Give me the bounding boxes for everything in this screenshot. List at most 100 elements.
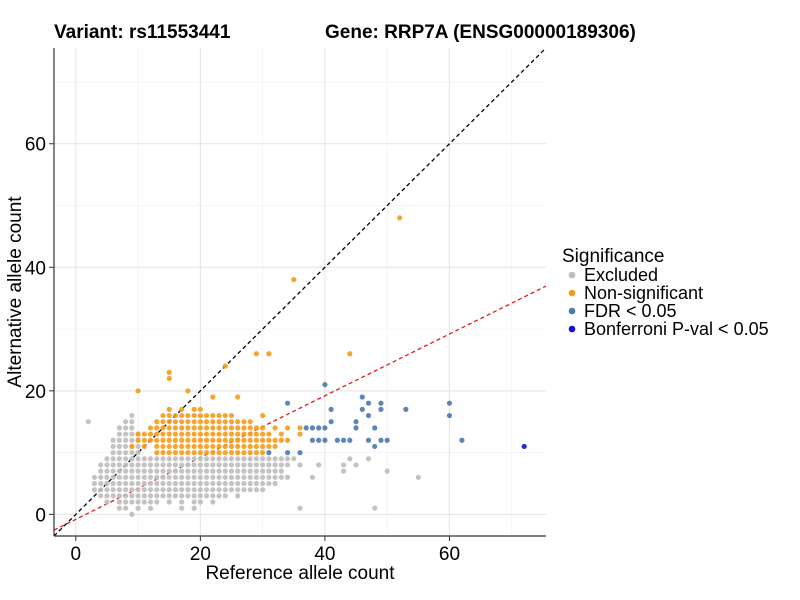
data-point xyxy=(154,468,160,474)
data-point xyxy=(172,480,179,487)
data-point xyxy=(104,480,110,487)
data-point xyxy=(116,480,122,487)
data-point xyxy=(129,425,135,431)
legend-key xyxy=(568,271,576,279)
data-point xyxy=(297,425,303,431)
data-point xyxy=(197,480,203,487)
series-bonferroni-p-val-0-05 xyxy=(521,443,527,450)
x-tick-label: 0 xyxy=(71,544,82,565)
data-point xyxy=(110,462,116,468)
data-point xyxy=(185,419,191,425)
data-point xyxy=(154,480,160,487)
data-point xyxy=(340,468,347,474)
data-point xyxy=(216,468,222,474)
data-point xyxy=(166,412,172,419)
data-point xyxy=(260,425,266,431)
data-point xyxy=(278,437,284,443)
data-point xyxy=(353,425,359,431)
data-point xyxy=(135,437,141,443)
data-point xyxy=(203,443,210,450)
data-point xyxy=(210,419,216,425)
data-point xyxy=(154,474,160,480)
data-point xyxy=(129,499,135,505)
data-point xyxy=(284,474,291,480)
data-point xyxy=(210,450,216,456)
data-point xyxy=(228,412,235,419)
data-point xyxy=(85,419,91,425)
data-point xyxy=(297,431,303,437)
data-point xyxy=(203,493,210,499)
data-point xyxy=(235,474,241,480)
data-point xyxy=(384,437,390,443)
data-point xyxy=(135,499,141,505)
data-point xyxy=(253,351,260,357)
data-point xyxy=(216,425,222,431)
data-point xyxy=(191,462,197,468)
data-point xyxy=(272,462,278,468)
data-point xyxy=(253,474,260,480)
data-point xyxy=(179,419,185,425)
data-point xyxy=(104,468,110,474)
data-point xyxy=(129,474,135,480)
data-point xyxy=(216,412,222,419)
data-point xyxy=(185,412,191,419)
data-point xyxy=(216,462,222,468)
data-point xyxy=(116,431,122,437)
data-point xyxy=(154,450,160,456)
data-point xyxy=(216,456,222,462)
data-point xyxy=(260,456,266,462)
data-point xyxy=(228,437,235,443)
data-point xyxy=(203,456,210,462)
data-point xyxy=(191,499,197,505)
data-point xyxy=(135,505,141,511)
data-point xyxy=(147,493,154,499)
data-point xyxy=(203,437,210,443)
series-fdr-0-05 xyxy=(266,382,465,456)
data-point xyxy=(303,425,309,431)
data-point xyxy=(222,419,228,425)
data-point xyxy=(365,400,372,406)
data-point xyxy=(241,462,247,468)
data-point xyxy=(141,499,147,505)
data-point xyxy=(110,480,116,487)
data-point xyxy=(235,431,241,437)
data-point xyxy=(203,431,210,437)
data-point xyxy=(197,487,203,493)
data-point xyxy=(185,487,191,493)
data-point xyxy=(154,431,160,437)
data-point xyxy=(384,468,390,474)
data-point xyxy=(415,474,421,480)
data-point xyxy=(191,505,197,511)
data-point xyxy=(123,468,129,474)
data-point xyxy=(253,437,260,443)
data-point xyxy=(191,425,197,431)
data-point xyxy=(185,437,191,443)
y-tick-label: 0 xyxy=(35,505,46,526)
data-point xyxy=(166,375,172,382)
reference-line-identity xyxy=(54,48,546,536)
data-point xyxy=(203,412,210,419)
data-point xyxy=(166,456,172,462)
data-point xyxy=(235,437,241,443)
data-point xyxy=(322,382,328,388)
data-point xyxy=(179,474,185,480)
data-point xyxy=(260,431,266,437)
data-point xyxy=(166,425,172,431)
data-point xyxy=(110,443,116,450)
data-point xyxy=(309,425,316,431)
data-point xyxy=(253,462,260,468)
y-tick-label: 60 xyxy=(25,135,46,156)
data-point xyxy=(172,493,179,499)
data-point xyxy=(210,487,216,493)
data-point xyxy=(123,456,129,462)
data-point xyxy=(147,487,154,493)
data-point xyxy=(116,505,122,511)
data-point xyxy=(403,406,409,412)
data-point xyxy=(210,468,216,474)
data-point xyxy=(247,437,253,443)
legend-item: FDR < 0.05 xyxy=(568,301,677,321)
data-point xyxy=(365,412,372,419)
data-point xyxy=(179,412,185,419)
y-ticks: 0 20 40 60 xyxy=(25,135,54,526)
data-point xyxy=(272,437,278,443)
